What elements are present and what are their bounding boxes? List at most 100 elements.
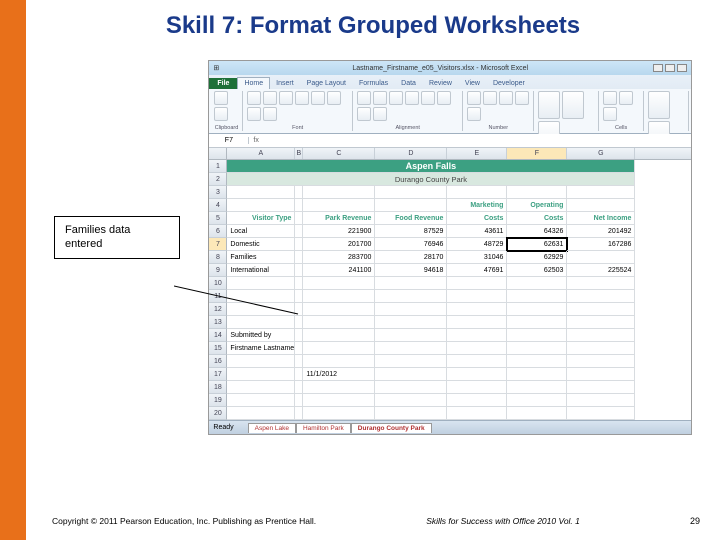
cell[interactable]: Domestic — [227, 238, 295, 251]
cell[interactable] — [303, 407, 375, 420]
cell[interactable] — [507, 368, 567, 381]
row-header[interactable]: 20 — [209, 407, 227, 420]
cell[interactable] — [447, 381, 507, 394]
cell[interactable]: Net Income — [567, 212, 635, 225]
cell[interactable]: 225524 — [567, 264, 635, 277]
cell[interactable]: 221900 — [303, 225, 375, 238]
cell[interactable] — [567, 316, 635, 329]
ribbon-button[interactable] — [373, 107, 387, 121]
row-header[interactable]: 3 — [209, 186, 227, 199]
cell[interactable] — [295, 303, 303, 316]
cell[interactable] — [227, 277, 295, 290]
ribbon-tab-data[interactable]: Data — [395, 78, 423, 89]
cell[interactable]: Visitor Type — [227, 212, 295, 225]
cell[interactable] — [295, 199, 303, 212]
grid[interactable]: 1Aspen Falls2Durango County Park34Market… — [209, 160, 691, 420]
formula-bar[interactable]: F7 fx — [209, 134, 691, 148]
cell[interactable] — [507, 186, 567, 199]
row-header[interactable]: 1 — [209, 160, 227, 173]
sheet-tab[interactable]: Durango County Park — [351, 423, 432, 433]
row-header[interactable]: 10 — [209, 277, 227, 290]
cell[interactable] — [295, 394, 303, 407]
cell[interactable]: Local — [227, 225, 295, 238]
ribbon-button[interactable] — [421, 91, 435, 105]
conditional-formatting-button[interactable] — [538, 91, 560, 119]
ribbon-button[interactable] — [437, 91, 451, 105]
ribbon-tab-page-layout[interactable]: Page Layout — [301, 78, 353, 89]
cell[interactable] — [295, 368, 303, 381]
col-header-G[interactable]: G — [567, 148, 635, 159]
cell[interactable]: Firstname Lastname — [227, 342, 295, 355]
row-header[interactable]: 19 — [209, 394, 227, 407]
ribbon-button[interactable] — [603, 107, 617, 121]
col-header-B[interactable]: B — [295, 148, 303, 159]
cell[interactable]: 28170 — [375, 251, 447, 264]
col-header-A[interactable]: A — [227, 148, 295, 159]
row-header[interactable]: 17 — [209, 368, 227, 381]
cell[interactable] — [507, 316, 567, 329]
ribbon-button[interactable] — [327, 91, 341, 105]
col-header-D[interactable]: D — [375, 148, 447, 159]
sheet-tabs[interactable]: Aspen LakeHamilton ParkDurango County Pa… — [248, 423, 432, 433]
cell[interactable] — [227, 394, 295, 407]
ribbon-button[interactable] — [467, 91, 481, 105]
ribbon-button[interactable] — [389, 91, 403, 105]
cell[interactable]: Food Revenue — [375, 212, 447, 225]
cell[interactable]: 94618 — [375, 264, 447, 277]
cell[interactable]: 167286 — [567, 238, 635, 251]
cell[interactable] — [295, 407, 303, 420]
cell[interactable] — [567, 290, 635, 303]
sheet-tab[interactable]: Hamilton Park — [296, 423, 351, 433]
cell[interactable] — [375, 199, 447, 212]
row-header[interactable]: 12 — [209, 303, 227, 316]
cell[interactable]: Families — [227, 251, 295, 264]
ribbon-button[interactable] — [214, 107, 228, 121]
cell[interactable]: 64326 — [507, 225, 567, 238]
cell[interactable] — [227, 199, 295, 212]
cell[interactable] — [567, 342, 635, 355]
row-header[interactable]: 11 — [209, 290, 227, 303]
cell[interactable]: Costs — [447, 212, 507, 225]
cell[interactable] — [507, 407, 567, 420]
cell[interactable]: Park Revenue — [303, 212, 375, 225]
ribbon-tab-file[interactable]: File — [209, 78, 237, 89]
cell[interactable] — [295, 290, 303, 303]
merged-cell[interactable]: Aspen Falls — [227, 160, 635, 173]
cell[interactable] — [375, 381, 447, 394]
cell[interactable]: 87529 — [375, 225, 447, 238]
window-controls[interactable] — [653, 64, 687, 72]
cell[interactable] — [447, 407, 507, 420]
cell[interactable] — [447, 355, 507, 368]
cell[interactable] — [447, 394, 507, 407]
cell[interactable] — [375, 303, 447, 316]
ribbon-button[interactable] — [357, 91, 371, 105]
cell[interactable] — [303, 303, 375, 316]
format-as-table-button[interactable] — [562, 91, 584, 119]
cell[interactable] — [295, 316, 303, 329]
ribbon-button[interactable] — [467, 107, 481, 121]
cell[interactable] — [375, 277, 447, 290]
cell[interactable] — [507, 394, 567, 407]
row-header[interactable]: 15 — [209, 342, 227, 355]
cell[interactable]: 241100 — [303, 264, 375, 277]
row-header[interactable]: 16 — [209, 355, 227, 368]
cell[interactable] — [567, 199, 635, 212]
cell[interactable] — [447, 316, 507, 329]
cell[interactable]: 201492 — [567, 225, 635, 238]
cell[interactable] — [295, 342, 303, 355]
cell[interactable] — [567, 381, 635, 394]
cell[interactable] — [567, 303, 635, 316]
cell[interactable] — [507, 342, 567, 355]
cell[interactable]: Marketing — [447, 199, 507, 212]
cell[interactable]: 43611 — [447, 225, 507, 238]
row-header[interactable]: 9 — [209, 264, 227, 277]
row-header[interactable]: 7 — [209, 238, 227, 251]
cell[interactable] — [295, 381, 303, 394]
cell[interactable] — [303, 186, 375, 199]
cell[interactable] — [295, 238, 303, 251]
col-header-F[interactable]: F — [507, 148, 567, 159]
col-header-E[interactable]: E — [447, 148, 507, 159]
cell[interactable] — [295, 277, 303, 290]
ribbon-button[interactable] — [499, 91, 513, 105]
ribbon-button[interactable] — [295, 91, 309, 105]
